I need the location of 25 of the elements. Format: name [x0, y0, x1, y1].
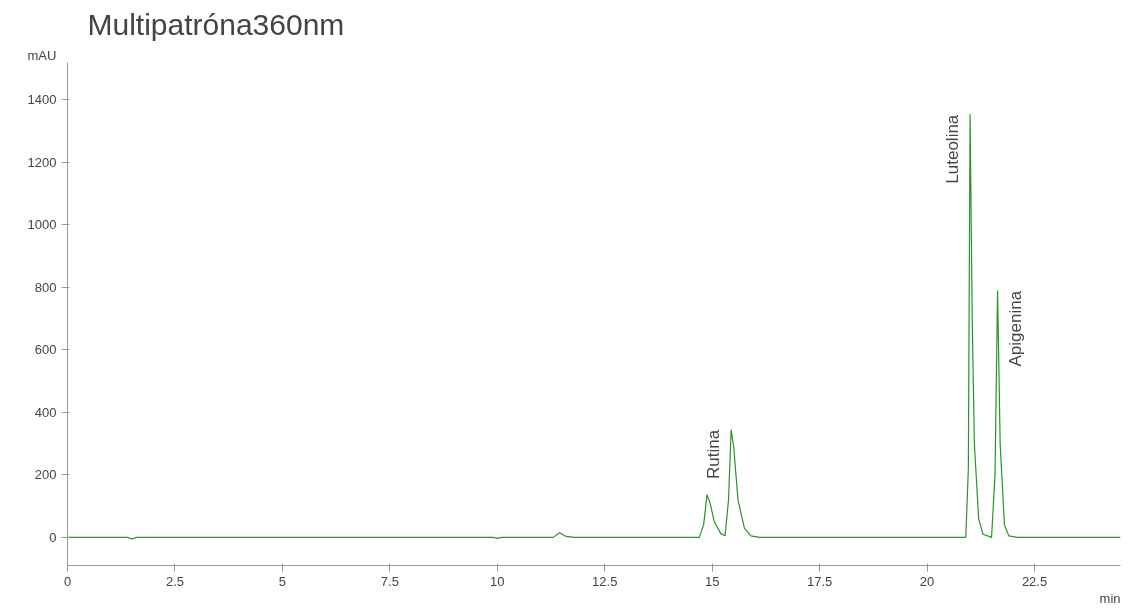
y-tick-label: 800 — [34, 279, 57, 295]
x-tick-label: 0 — [63, 573, 72, 589]
y-tick-label: 400 — [34, 404, 57, 420]
x-tick-label: 7.5 — [380, 573, 399, 589]
x-tick-label: 15 — [704, 573, 720, 589]
x-tick-label: 22.5 — [1021, 573, 1048, 589]
y-tick-label: 600 — [34, 342, 57, 358]
y-tick-label: 1200 — [27, 154, 57, 170]
y-tick-label: 1400 — [27, 92, 57, 108]
annotation: Apigenina — [1005, 290, 1025, 367]
line-series — [67, 114, 1121, 540]
x-tick-label: 2.5 — [165, 573, 184, 589]
y-axis-title: mAU — [27, 47, 57, 63]
annotation: Rutina — [704, 429, 724, 480]
x-tick-label: 20 — [919, 573, 935, 589]
annotation: Luteolina — [943, 114, 963, 184]
y-tick-label: 200 — [34, 467, 57, 483]
y-tick-label: 1000 — [27, 217, 57, 233]
x-tick-label: 17.5 — [806, 573, 833, 589]
x-tick-label: 5 — [278, 573, 287, 589]
chart-title: Multipatróna360nm — [87, 7, 345, 41]
y-tick-label: 0 — [49, 529, 57, 545]
x-tick-label: 12.5 — [592, 573, 618, 589]
x-tick-label: 10 — [490, 573, 505, 589]
x-axis-title: min — [1099, 590, 1121, 606]
